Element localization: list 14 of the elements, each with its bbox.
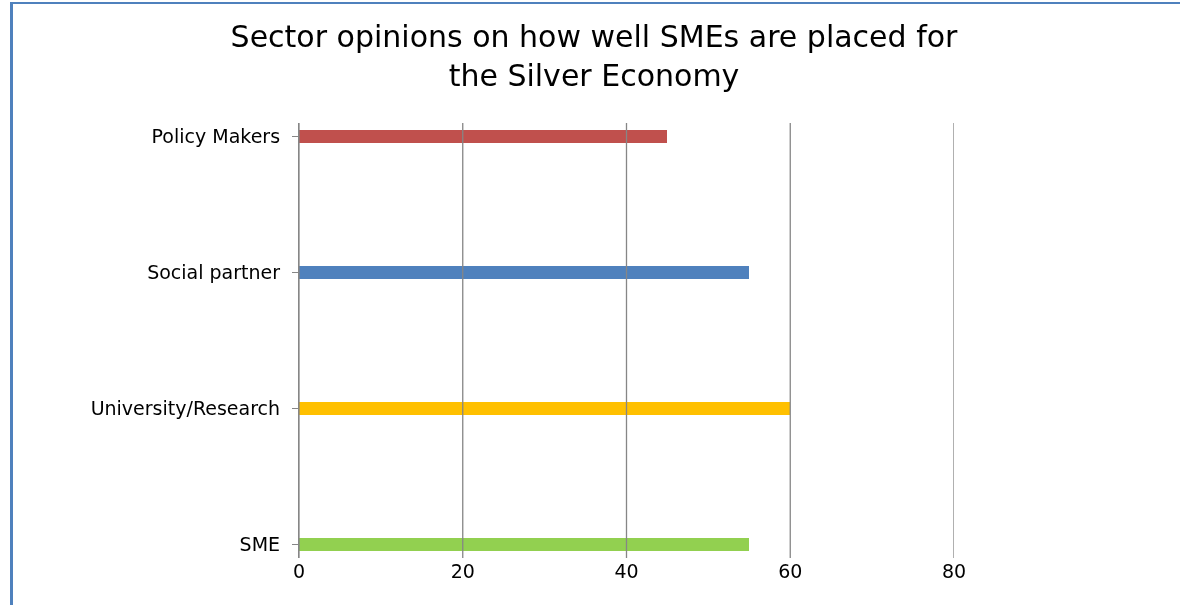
x-tick-label: 40 <box>614 560 639 582</box>
x-tick-label: 60 <box>778 560 803 582</box>
y-tick-label: SME <box>239 533 281 556</box>
y-tick-label: Social partner <box>147 261 281 284</box>
x-tick-label: 0 <box>292 560 306 582</box>
x-tick-label: 20 <box>450 560 475 582</box>
bar <box>299 266 749 279</box>
chart-title: Sector opinions on how well SMEs are placed for the Silver Economy <box>230 18 959 93</box>
bar <box>299 130 667 143</box>
y-tick-label: University/Research <box>90 397 281 420</box>
x-tick-label: 80 <box>941 560 967 582</box>
y-tick-label: Policy Makers <box>151 125 281 148</box>
bar <box>299 402 790 415</box>
bar <box>299 538 749 551</box>
